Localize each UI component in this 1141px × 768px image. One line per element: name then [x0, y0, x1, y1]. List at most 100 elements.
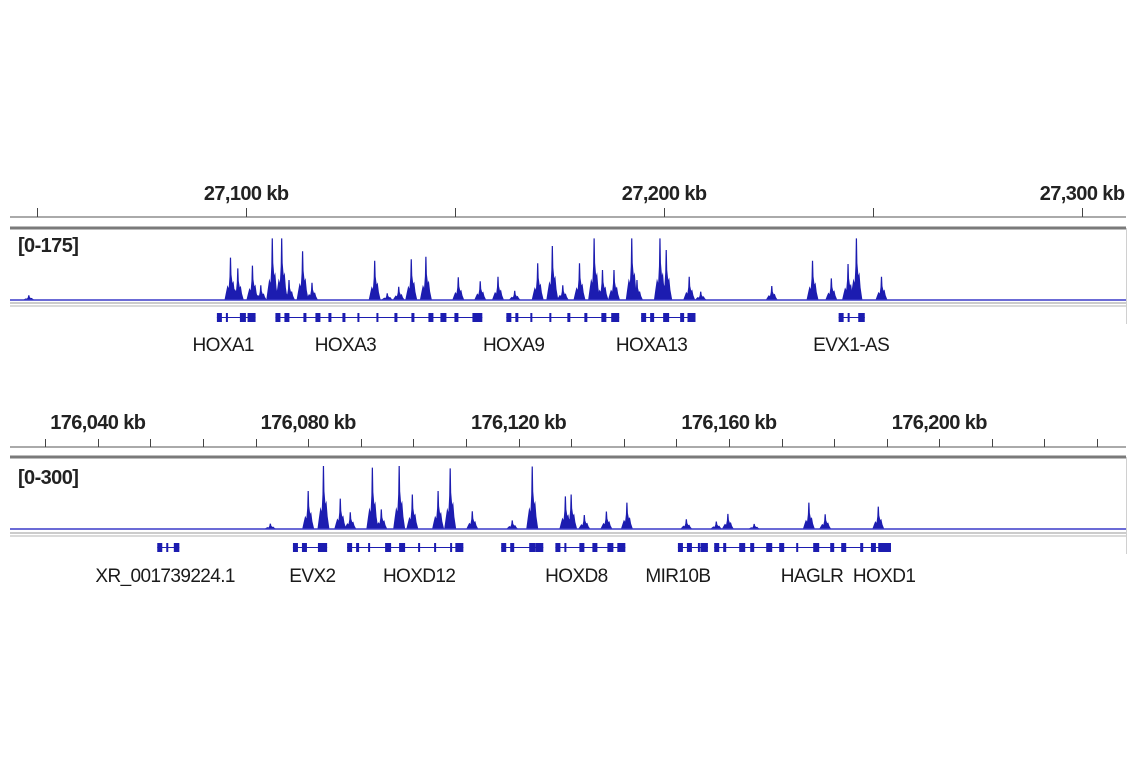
gene-exon [440, 313, 447, 322]
gene-exon [506, 313, 512, 322]
gene-exon [697, 543, 700, 552]
gene-exon [411, 313, 415, 322]
gene-exon [157, 543, 163, 552]
gene-exon [686, 543, 692, 552]
gene-label: XR_001739224.1 [95, 566, 235, 587]
gene-exon [399, 543, 406, 552]
gene-feature: HOXA1 [192, 313, 256, 356]
signal-peak [842, 264, 855, 300]
gene-exon [166, 543, 169, 552]
gene-exon [315, 313, 321, 322]
signal-peak [872, 506, 885, 529]
signal-peak [802, 502, 815, 529]
signal-peak [556, 285, 569, 300]
gene-label: HOXD8 [545, 566, 607, 587]
gene-exon [394, 313, 398, 322]
signal-peak [474, 281, 487, 300]
gene-exon [368, 543, 371, 552]
signal-peak [600, 511, 613, 529]
gene-exon [356, 543, 360, 552]
signal-peak [452, 277, 465, 300]
gene-feature: XR_001739224.1 [95, 543, 236, 587]
gene-feature: HOXD1 [853, 543, 916, 587]
gene-label: HOXD1 [853, 566, 915, 587]
signal-peak [625, 238, 638, 300]
gene-label: HAGLR [781, 566, 843, 587]
gene-annotation-track: XR_001739224.1 EVX2 HOXD12 HOXD8 MIR10B HAGLR… [95, 543, 916, 587]
gene-label: EVX1-AS [813, 335, 889, 356]
gene-exon [173, 543, 180, 552]
gene-exon [841, 543, 847, 552]
signal-peak [819, 514, 832, 529]
data-range-label: [0-175] [18, 235, 78, 257]
signal-peak [710, 521, 723, 529]
gene-exon [601, 313, 607, 322]
signal-peak [526, 466, 539, 529]
signal-peak [531, 263, 544, 300]
signal-peak [296, 251, 309, 300]
track-panel-1: 27,100 kb 27,200 kb 27,300 kb[0-175]HOXA1 H… [10, 183, 1127, 356]
signal-peak [275, 238, 288, 300]
signal-peak [588, 238, 601, 300]
gene-exon [501, 543, 507, 552]
signal-peak [765, 286, 778, 300]
gene-exon [641, 313, 647, 322]
signal-peak [748, 523, 761, 529]
gene-exon [847, 313, 850, 322]
ruler-tick-label: 176,080 kb [261, 412, 357, 434]
gene-exon [584, 313, 588, 322]
gene-feature: HOXD8 [545, 543, 626, 587]
gene-exon [617, 543, 626, 552]
signal-peak [381, 293, 394, 300]
ruler-tick-label: 176,200 kb [892, 412, 988, 434]
track-top-border [10, 226, 1126, 230]
gene-exon [650, 313, 655, 322]
signal-peak [254, 285, 267, 300]
gene-exon [607, 543, 614, 552]
signal-peak [680, 519, 693, 529]
gene-exon [301, 543, 307, 552]
signal-peak [317, 466, 330, 529]
gene-label: HOXA3 [315, 335, 376, 356]
gene-exon [858, 313, 865, 322]
gene-exon [357, 313, 360, 322]
gene-exon [766, 543, 773, 552]
gene-exon [723, 543, 727, 552]
gene-exon [450, 543, 453, 552]
gene-exon [275, 313, 281, 322]
gene-exon [347, 543, 353, 552]
ruler-tick-label: 27,200 kb [622, 183, 707, 205]
gene-exon [549, 313, 552, 322]
signal-peak [508, 290, 521, 300]
gene-exon [515, 313, 519, 322]
signal-peak [432, 490, 445, 529]
signal-peak [607, 270, 620, 300]
gene-exon [510, 543, 515, 552]
signal-peak [578, 515, 591, 529]
signal-peak [721, 513, 734, 529]
gene-annotation-track: HOXA1 HOXA3 HOXA9 HOXA13 EVX1-AS [192, 313, 890, 356]
gene-exon [535, 543, 544, 552]
track-top-border [10, 455, 1126, 459]
signal-peak [573, 263, 586, 300]
gene-exon [376, 313, 379, 322]
signal-peak [344, 512, 357, 529]
signal-peak [22, 295, 35, 300]
signal-peak [806, 260, 819, 300]
signal-peak [444, 468, 457, 529]
signal-peak [366, 467, 379, 529]
gene-exon [879, 543, 884, 552]
gene-exon [418, 543, 421, 552]
signal-peak [630, 280, 643, 300]
gene-exon [216, 313, 222, 322]
signal-peak [266, 238, 279, 300]
signal-peak [694, 291, 707, 300]
gene-feature: EVX1-AS [813, 313, 890, 356]
gene-exon [454, 313, 459, 322]
signal-peak [224, 257, 237, 300]
gene-exon [611, 313, 620, 322]
gene-feature: EVX2 [289, 543, 336, 587]
signal-peak [825, 278, 838, 300]
gene-feature: HOXA9 [483, 313, 620, 356]
gene-exon [677, 543, 683, 552]
